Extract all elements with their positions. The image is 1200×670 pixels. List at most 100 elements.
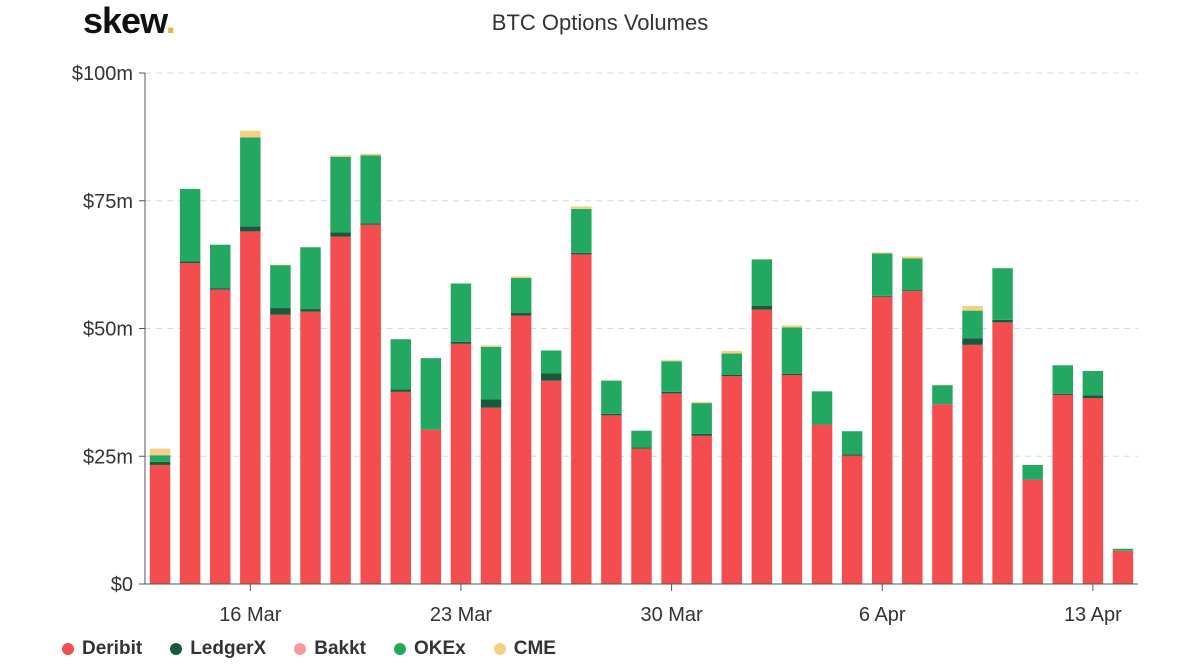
logo-text: skew [83, 0, 167, 41]
bar-okex-2020-03-18 [300, 247, 321, 310]
bar-ledgerx-2020-03-16 [240, 226, 261, 232]
bar-ledgerx-2020-03-24 [480, 399, 502, 408]
bar-ledgerx-2020-04-13 [1082, 395, 1104, 398]
bar-ledgerx-2020-04-06 [871, 295, 893, 297]
bar-okex-2020-04-07 [902, 258, 923, 291]
legend-label: LedgerX [190, 638, 267, 659]
bar-deribit-2020-04-04 [811, 424, 833, 584]
bar-okex-2020-03-26 [540, 350, 562, 374]
bar-deribit-2020-04-10 [992, 322, 1013, 584]
bar-deribit-2020-03-23 [450, 343, 472, 584]
bar-deribit-2020-03-27 [571, 254, 592, 584]
bar-okex-2020-04-04 [811, 391, 833, 425]
bar-okex-2020-03-27 [571, 208, 592, 253]
bar-okex-2020-03-28 [601, 380, 622, 414]
legend-item-bakkt[interactable]: Bakkt [294, 638, 366, 660]
bar-ledgerx-2020-03-14 [179, 261, 201, 264]
legend-swatch [393, 643, 406, 655]
bar-ledgerx-2020-03-26 [540, 373, 562, 381]
bar-okex-2020-04-13 [1082, 370, 1104, 396]
bar-okex-2020-03-29 [631, 430, 652, 448]
bar-deribit-2020-04-11 [1022, 479, 1043, 584]
bar-deribit-2020-04-02 [751, 309, 773, 584]
bar-ledgerx-2020-03-17 [270, 308, 291, 315]
bar-okex-2020-04-03 [781, 327, 803, 374]
bar-okex-2020-03-17 [270, 265, 291, 309]
bar-deribit-2020-04-01 [721, 376, 743, 584]
bar-okex-2020-03-30 [661, 361, 682, 392]
bar-ledgerx-2020-03-30 [661, 391, 682, 394]
bar-cme-2020-03-20 [360, 153, 381, 156]
bar-ledgerx-2020-03-13 [149, 461, 171, 465]
bar-cme-2020-03-30 [661, 360, 682, 362]
bar-okex-2020-04-12 [1052, 365, 1074, 394]
bar-deribit-2020-03-26 [540, 380, 562, 584]
legend: Deribit LedgerX Bakkt OKEx CME [62, 638, 556, 660]
x-tick-label: 13 Apr [1064, 604, 1122, 626]
bar-cme-2020-03-19 [330, 155, 351, 157]
bar-okex-2020-03-20 [360, 155, 381, 224]
bar-cme-2020-03-24 [480, 345, 502, 347]
bar-deribit-2020-04-07 [902, 291, 923, 584]
x-tick-label: 6 Apr [859, 604, 906, 626]
skew-logo: skew. [83, 0, 176, 42]
y-tick-label: $75m [83, 191, 133, 213]
bar-okex-2020-04-06 [871, 253, 893, 296]
legend-item-ledgerx[interactable]: LedgerX [170, 638, 266, 660]
bar-ledgerx-2020-03-21 [390, 389, 412, 392]
bar-ledgerx-2020-03-19 [330, 232, 351, 237]
legend-item-cme[interactable]: CME [493, 638, 556, 660]
bar-deribit-2020-03-22 [420, 429, 442, 584]
bar-deribit-2020-04-03 [781, 375, 803, 584]
bar-ledgerx-2020-03-25 [510, 312, 532, 316]
bar-okex-2020-03-23 [450, 283, 472, 342]
bar-ledgerx-2020-04-07 [902, 290, 923, 292]
bar-ledgerx-2020-04-12 [1052, 393, 1074, 395]
bar-deribit-2020-03-17 [270, 314, 291, 584]
bar-okex-2020-03-13 [149, 455, 171, 462]
bar-deribit-2020-03-15 [209, 289, 231, 584]
bar-deribit-2020-04-12 [1052, 394, 1074, 584]
bar-okex-2020-03-25 [510, 277, 532, 313]
bar-deribit-2020-04-13 [1082, 397, 1104, 584]
legend-item-deribit[interactable]: Deribit [62, 638, 142, 660]
legend-item-okex[interactable]: OKEx [393, 638, 466, 660]
bar-deribit-2020-03-18 [300, 311, 321, 584]
bar-deribit-2020-03-28 [601, 415, 622, 584]
bar-deribit-2020-03-30 [661, 393, 682, 584]
legend-swatch [493, 643, 506, 655]
bar-series [149, 130, 1134, 584]
x-tick-label: 30 Mar [640, 604, 703, 626]
legend-label: OKEx [413, 638, 466, 659]
x-tick-label: 16 Mar [219, 604, 282, 626]
legend-swatch [170, 643, 183, 655]
bar-ledgerx-2020-03-20 [360, 223, 381, 225]
legend-label: Bakkt [314, 638, 366, 659]
bar-deribit-2020-04-09 [962, 344, 983, 584]
bar-deribit-2020-04-08 [932, 404, 953, 584]
bar-deribit-2020-04-14 [1112, 550, 1134, 584]
y-tick-label: $25m [83, 446, 133, 468]
bar-ledgerx-2020-04-11 [1022, 479, 1043, 480]
bar-cme-2020-03-31 [691, 402, 712, 404]
bar-ledgerx-2020-03-15 [209, 288, 231, 290]
bar-ledgerx-2020-03-23 [450, 341, 472, 344]
bar-deribit-2020-03-14 [179, 263, 201, 584]
bar-cme-2020-04-07 [902, 256, 923, 259]
bar-okex-2020-03-15 [209, 244, 231, 289]
bar-okex-2020-03-31 [691, 403, 712, 434]
bar-okex-2020-03-14 [179, 188, 201, 262]
bar-deribit-2020-03-29 [631, 448, 652, 584]
bar-ledgerx-2020-03-27 [571, 252, 592, 255]
bar-ledgerx-2020-04-01 [721, 375, 743, 377]
bar-ledgerx-2020-04-10 [992, 319, 1013, 323]
x-tick-label: 23 Mar [430, 604, 493, 626]
bar-deribit-2020-03-24 [480, 407, 502, 584]
bar-okex-2020-03-24 [480, 346, 502, 400]
bar-ledgerx-2020-04-03 [781, 373, 803, 376]
axes: $0 $25m $50m $75m $100m 16 Mar 23 Mar 30 Mar 6 A… [72, 63, 1138, 626]
bar-deribit-2020-03-25 [510, 315, 532, 584]
bar-okex-2020-04-11 [1022, 464, 1043, 480]
y-tick-label: $0 [111, 574, 133, 596]
bar-okex-2020-03-19 [330, 156, 351, 233]
